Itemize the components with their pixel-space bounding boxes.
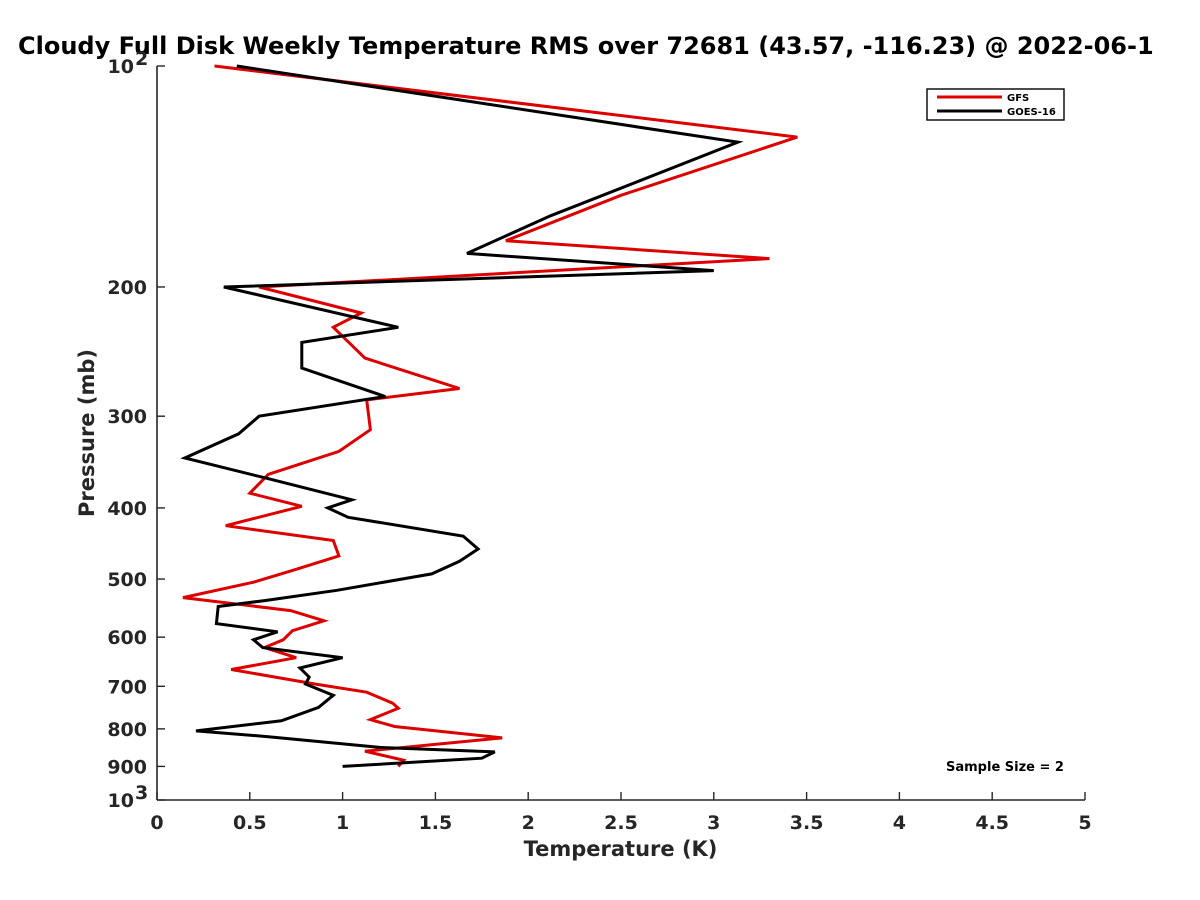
x-tick-label: 2 bbox=[522, 812, 535, 834]
y-tick-exponent: 2 bbox=[135, 48, 148, 70]
plot-axes: 0 0.5 1 1.5 2 2.5 3 3.5 4 4.5 510 22003004005006007… bbox=[107, 48, 1091, 834]
y-tick-label: 10 bbox=[108, 790, 134, 812]
y-tick-label: 200 bbox=[107, 277, 147, 299]
series-layer bbox=[180, 64, 798, 768]
legend-label: GOES-16 bbox=[1007, 107, 1056, 118]
x-tick-label: 0.5 bbox=[233, 812, 267, 834]
y-tick-label: 500 bbox=[107, 569, 147, 591]
x-tick-label: 0 bbox=[150, 812, 163, 834]
series-line-gfs bbox=[182, 64, 798, 768]
chart-title: Cloudy Full Disk Weekly Temperature RMS … bbox=[18, 32, 1154, 60]
x-tick-label: 1.5 bbox=[419, 812, 453, 834]
x-tick-label: 2.5 bbox=[604, 812, 638, 834]
x-tick-label: 4.5 bbox=[975, 812, 1009, 834]
y-tick-label: 300 bbox=[107, 406, 147, 428]
y-tick-label: 700 bbox=[107, 676, 147, 698]
y-tick-label: 900 bbox=[107, 756, 147, 778]
y-tick-exponent: 3 bbox=[135, 782, 148, 804]
legend: GFS GOES-16 bbox=[926, 88, 1065, 121]
y-tick-label: 600 bbox=[107, 627, 147, 649]
x-tick-label: 3.5 bbox=[790, 812, 824, 834]
x-tick-label: 5 bbox=[1078, 812, 1091, 834]
sample-size-annotation: Sample Size = 2 bbox=[946, 760, 1064, 775]
y-tick-label: 10 bbox=[108, 56, 134, 78]
y-tick-label: 800 bbox=[107, 719, 147, 741]
x-axis-label: Temperature (K) bbox=[524, 837, 718, 861]
legend-box bbox=[926, 88, 1065, 121]
x-tick-label: 1 bbox=[336, 812, 349, 834]
y-tick-label: 400 bbox=[107, 498, 147, 520]
x-tick-label: 3 bbox=[707, 812, 720, 834]
x-tick-label: 4 bbox=[893, 812, 906, 834]
legend-label: GFS bbox=[1007, 93, 1029, 104]
y-axis-label: Pressure (mb) bbox=[75, 349, 99, 517]
series-line-goes-16 bbox=[180, 64, 744, 768]
